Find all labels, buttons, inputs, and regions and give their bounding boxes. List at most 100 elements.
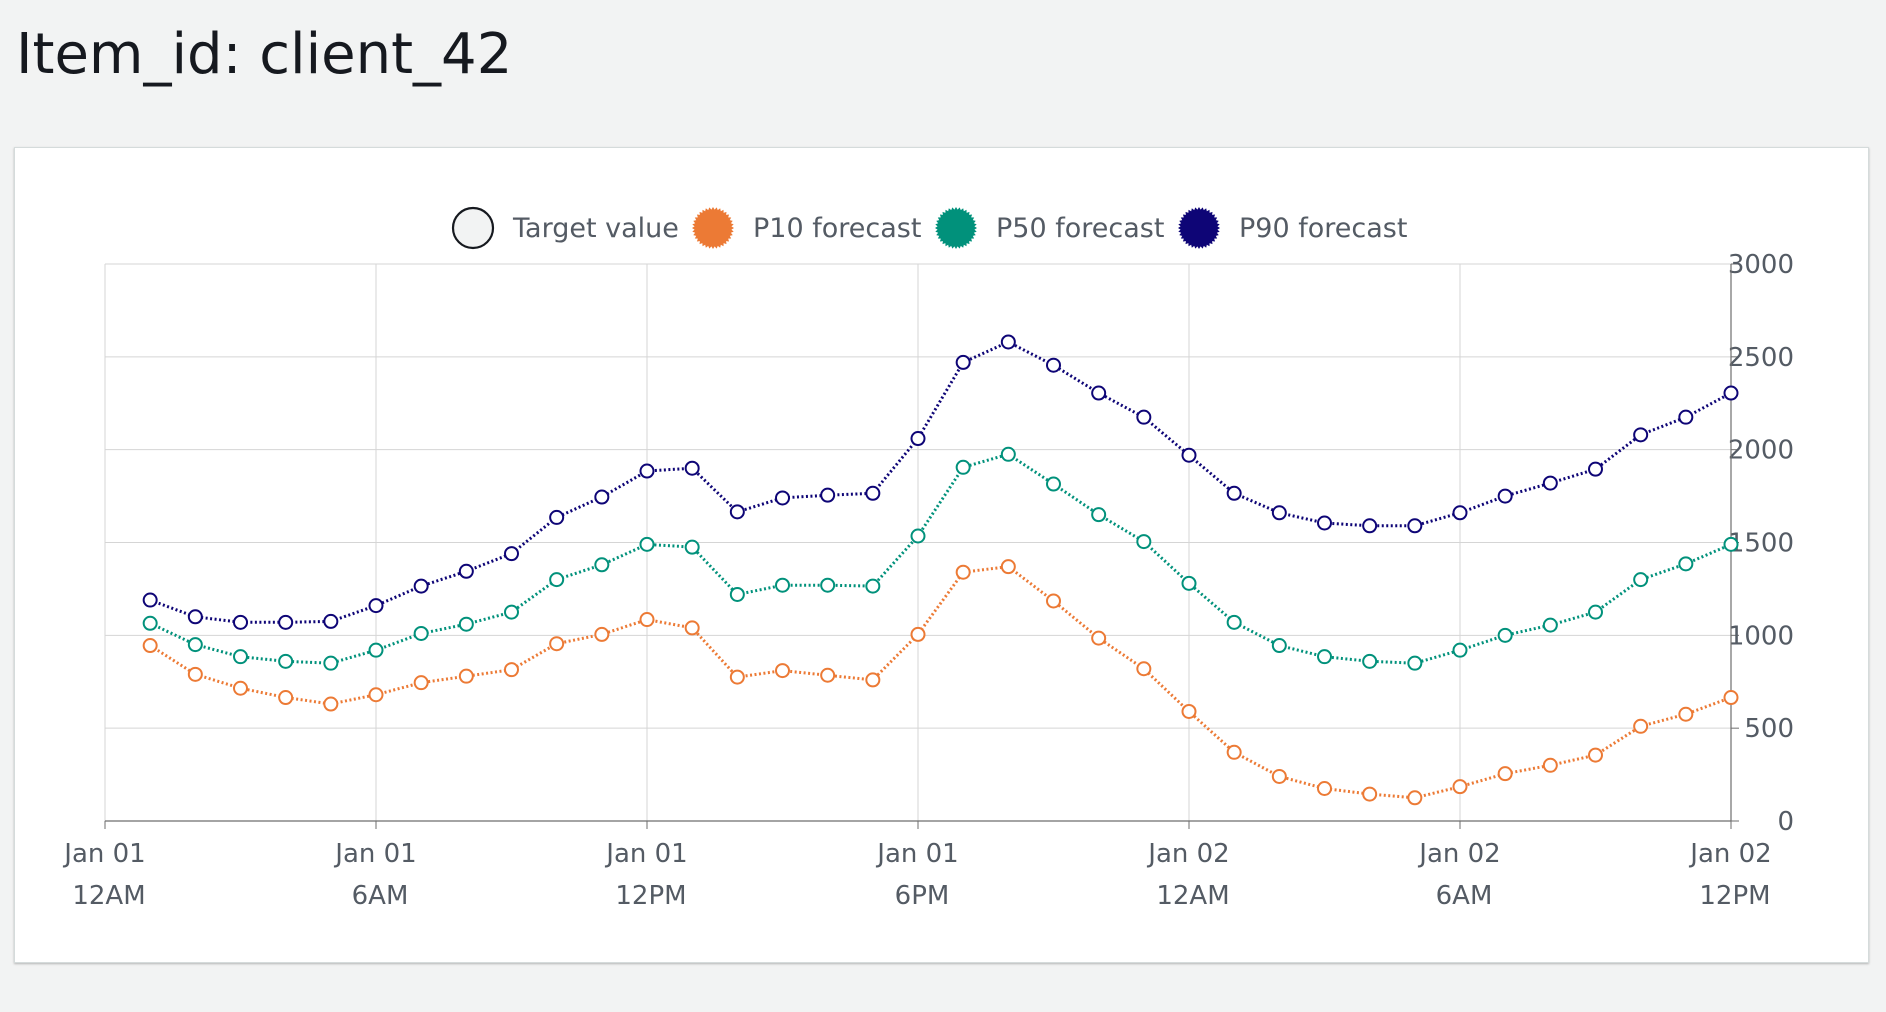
data-point	[1678, 706, 1694, 722]
data-point	[1046, 357, 1061, 373]
data-point	[865, 578, 881, 594]
data-point	[865, 485, 881, 501]
x-tick-label-date: Jan 02	[1146, 839, 1229, 869]
x-tick-label-date: Jan 01	[62, 839, 145, 869]
x-tick-label-time: 6PM	[895, 881, 950, 911]
data-point	[639, 536, 655, 552]
x-tick-label-date: Jan 01	[333, 839, 416, 869]
data-point	[820, 487, 836, 503]
data-point	[368, 598, 384, 614]
data-point	[910, 626, 926, 642]
data-point	[504, 662, 519, 678]
data-point	[775, 490, 790, 506]
data-point	[1633, 572, 1649, 588]
data-point	[323, 655, 339, 671]
legend-label: P50 forecast	[996, 213, 1164, 244]
data-point	[910, 431, 926, 447]
y-tick-label: 3000	[1728, 250, 1794, 280]
y-tick-label: 2000	[1728, 436, 1794, 466]
data-point	[323, 613, 339, 629]
data-point	[187, 666, 203, 682]
legend-label: P10 forecast	[753, 213, 921, 244]
x-tick-label-date: Jan 02	[1688, 839, 1771, 869]
x-tick-label-time: 12PM	[615, 881, 686, 911]
data-point	[368, 642, 384, 658]
data-point	[1588, 461, 1603, 477]
data-point	[1452, 779, 1468, 795]
y-tick-label: 500	[1744, 714, 1794, 744]
data-point	[1046, 476, 1061, 492]
data-point	[187, 637, 203, 653]
data-point	[1633, 718, 1649, 734]
data-point	[910, 528, 926, 544]
page-title: Item_id: client_42	[16, 22, 513, 87]
legend-item-p90: P90 forecast	[1178, 207, 1407, 249]
x-tick-label-time: 12PM	[1699, 881, 1770, 911]
series-p10	[142, 559, 1739, 806]
data-point	[1497, 627, 1513, 643]
x-tick-label-date: Jan 01	[604, 839, 687, 869]
data-point	[955, 564, 971, 580]
data-point	[639, 612, 655, 628]
data-point	[549, 572, 565, 588]
data-point	[955, 354, 971, 370]
data-point	[413, 625, 429, 641]
data-point	[594, 626, 610, 642]
x-tick-label-time: 6AM	[352, 881, 409, 911]
data-point	[1362, 518, 1378, 534]
data-point	[1271, 768, 1287, 784]
data-point	[1000, 559, 1016, 575]
legend-p50-icon	[935, 207, 977, 249]
legend-target-icon	[451, 206, 495, 250]
data-point	[775, 577, 790, 593]
data-point	[1091, 630, 1107, 646]
data-point	[1497, 766, 1513, 782]
data-point	[865, 672, 881, 688]
data-point	[504, 604, 519, 620]
data-point	[1588, 747, 1603, 763]
data-point	[187, 609, 203, 625]
data-point	[729, 586, 745, 602]
data-point	[458, 563, 474, 579]
data-point	[1181, 447, 1197, 463]
data-point	[1497, 488, 1513, 504]
data-point	[820, 577, 836, 593]
data-point	[1226, 614, 1242, 630]
data-point	[1723, 385, 1739, 401]
chart-card: 0 500 1000 1500 2000 2500 3000 Jan 01 12AM Jan 01…	[14, 147, 1869, 963]
data-point	[1181, 575, 1197, 591]
data-point	[323, 696, 339, 712]
data-point	[1271, 638, 1287, 654]
data-point	[1678, 556, 1694, 572]
data-point	[278, 653, 294, 669]
data-point	[458, 616, 474, 632]
series-line-p90	[149, 340, 1732, 624]
data-point	[1723, 536, 1739, 552]
series-line-p50	[149, 452, 1732, 665]
data-point	[1136, 534, 1152, 550]
data-point	[1452, 642, 1468, 658]
series-p50	[142, 446, 1739, 671]
data-point	[1091, 385, 1107, 401]
data-point	[1226, 485, 1242, 501]
data-point	[1317, 515, 1332, 531]
data-point	[1181, 703, 1197, 719]
data-point	[142, 615, 158, 631]
data-point	[458, 668, 474, 684]
legend-item-target: Target value	[451, 206, 679, 250]
data-point	[1136, 661, 1152, 677]
y-tick-label: 1500	[1728, 529, 1794, 559]
data-point	[729, 669, 745, 685]
data-point	[820, 667, 836, 683]
data-point	[594, 489, 610, 505]
data-point	[278, 614, 294, 630]
data-point	[413, 578, 429, 594]
data-point	[1000, 334, 1016, 350]
x-tick-label-date: Jan 01	[875, 839, 958, 869]
data-point	[1091, 507, 1107, 523]
data-point	[1226, 744, 1242, 760]
x-tick-label-date: Jan 02	[1417, 839, 1500, 869]
data-point	[1136, 409, 1152, 425]
data-point	[1407, 655, 1423, 671]
x-tick-label-time: 6AM	[1436, 881, 1493, 911]
